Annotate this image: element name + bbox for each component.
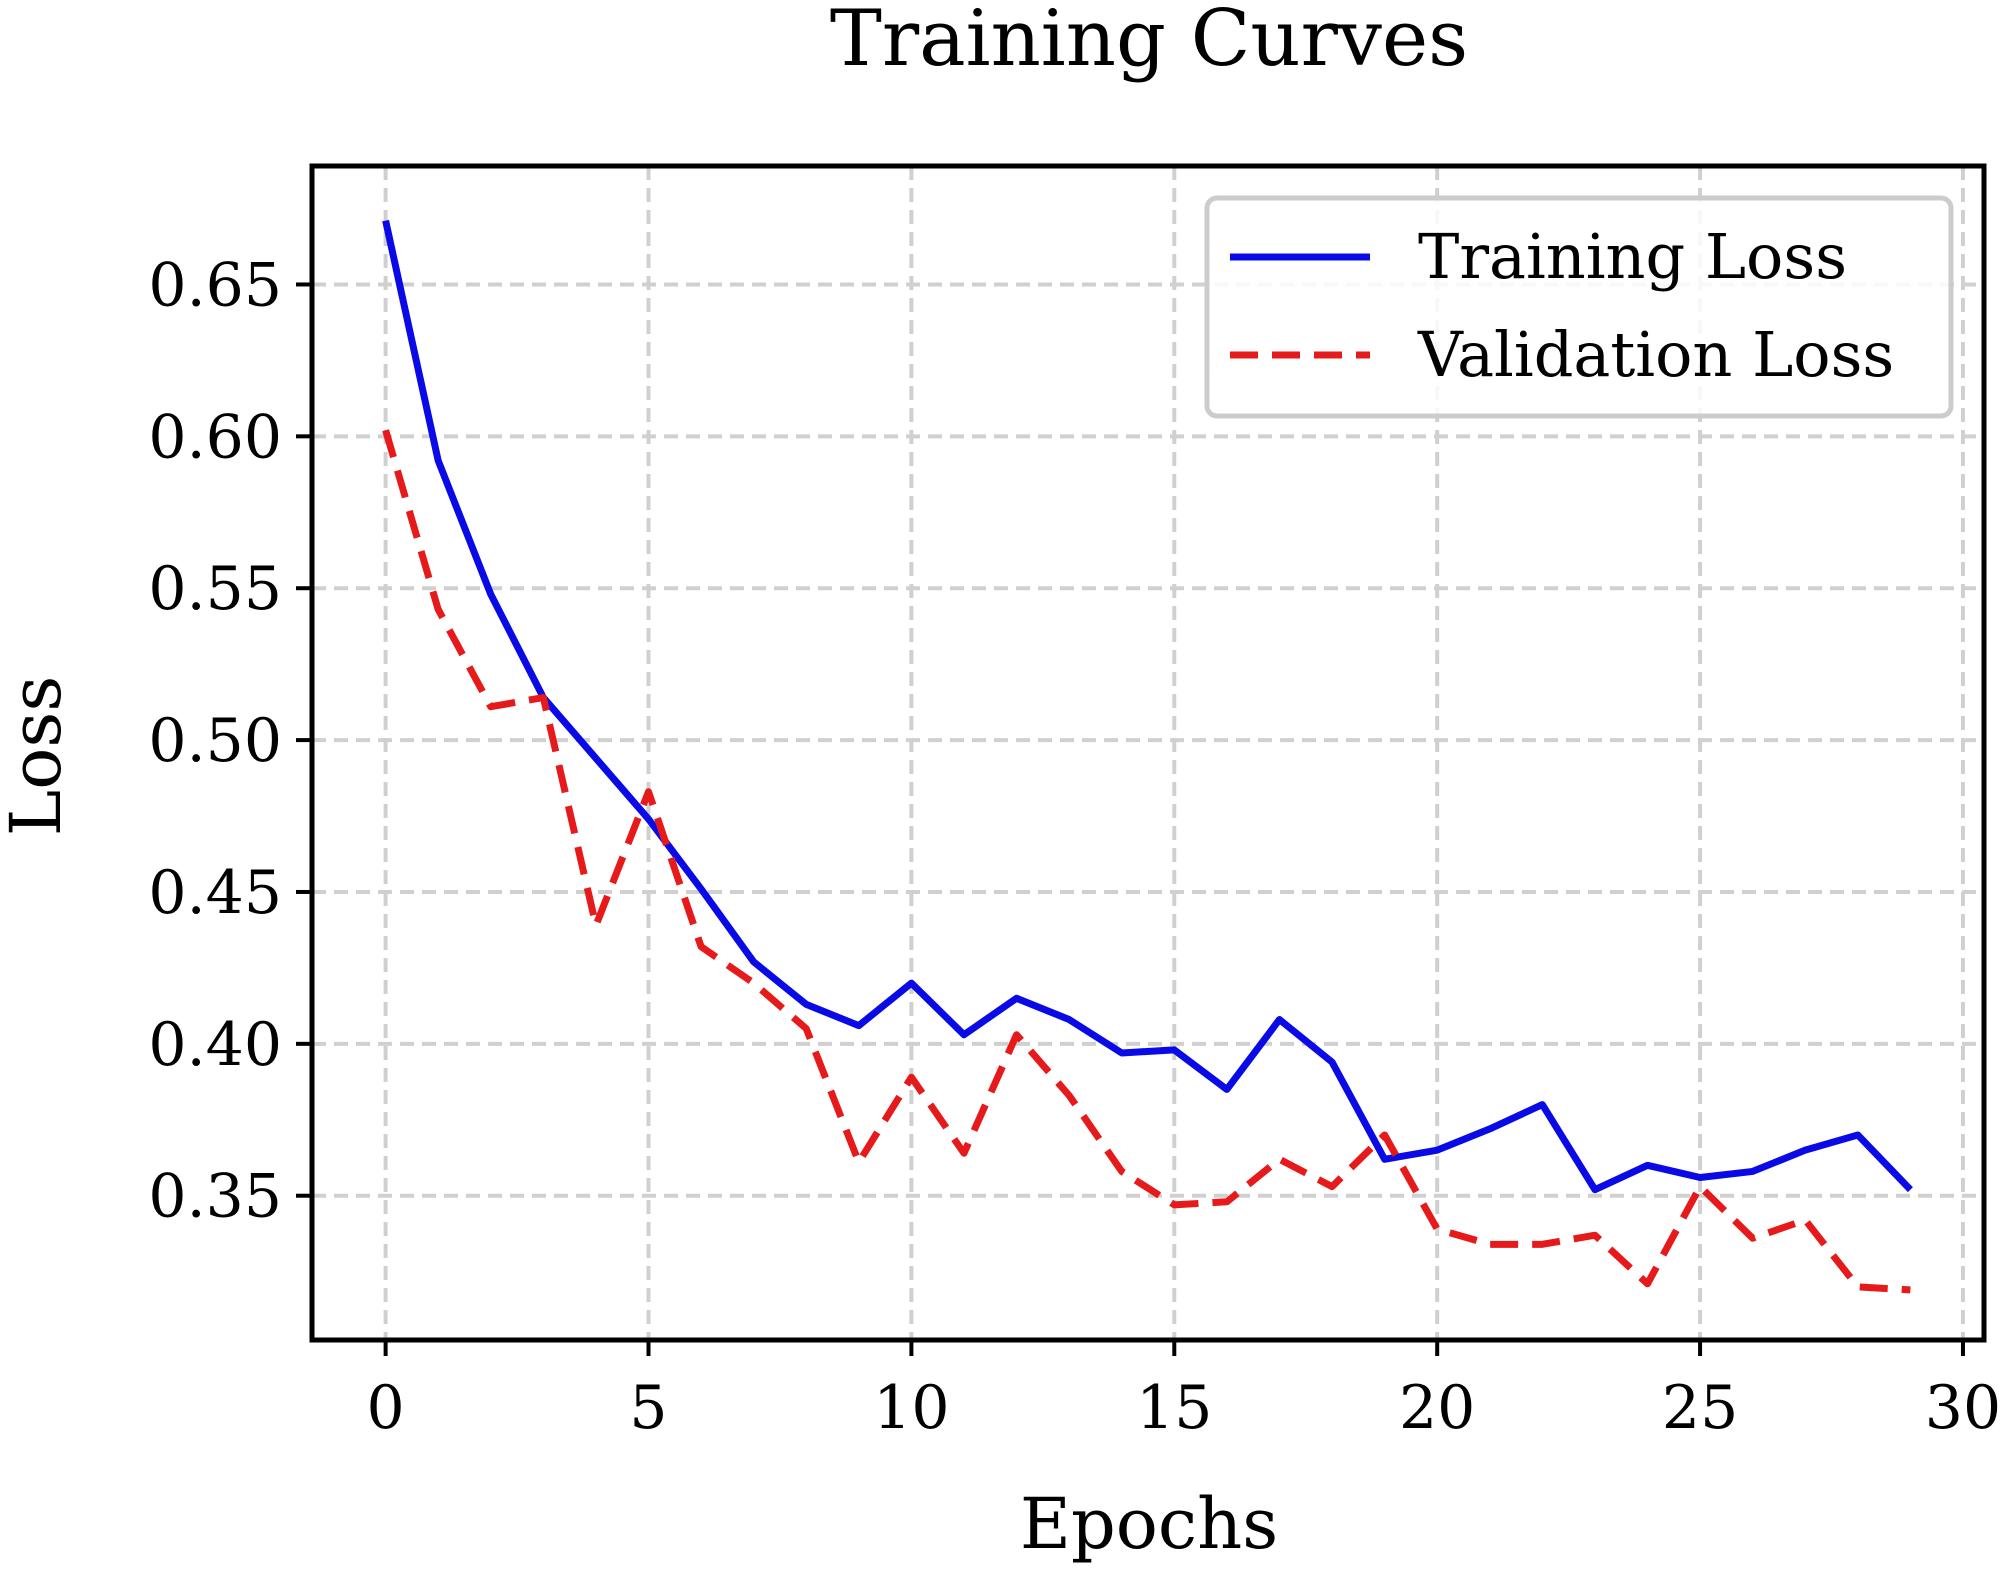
data-point-validation-loss <box>1224 1199 1230 1205</box>
grid <box>312 166 1984 1340</box>
legend-label-validation-loss: Validation Loss <box>1417 318 1894 391</box>
data-point-validation-loss <box>1329 1184 1335 1190</box>
data-point-validation-loss <box>1171 1202 1177 1208</box>
data-point-validation-loss <box>856 1159 862 1165</box>
data-point-training-loss <box>1802 1147 1808 1153</box>
data-point-training-loss <box>1907 1187 1913 1193</box>
y-tick-label: 0.35 <box>148 1162 282 1232</box>
data-point-training-loss <box>803 1001 809 1007</box>
legend-label-training-loss: Training Loss <box>1418 220 1847 293</box>
y-tick-label: 0.55 <box>148 554 282 624</box>
data-point-validation-loss <box>593 922 599 928</box>
series-line-validation-loss <box>382 429 1911 1294</box>
data-point-training-loss <box>1382 1156 1388 1162</box>
data-point-validation-loss <box>435 606 441 612</box>
data-point-validation-loss <box>1539 1241 1545 1247</box>
data-point-training-loss <box>961 1032 967 1038</box>
series-line-training-loss <box>382 219 1913 1194</box>
data-point-validation-loss <box>1119 1168 1125 1174</box>
data-point-validation-loss <box>1592 1232 1598 1238</box>
data-point-validation-loss <box>488 704 494 710</box>
data-point-training-loss <box>751 959 757 965</box>
data-point-validation-loss <box>803 1026 809 1032</box>
data-point-validation-loss <box>1382 1132 1388 1138</box>
data-point-validation-loss <box>540 695 546 701</box>
data-point-validation-loss <box>1014 1032 1020 1038</box>
y-axis: 0.35 0.40 0.45 0.50 0.55 0.60 0.65 <box>148 250 312 1232</box>
data-point-validation-loss <box>1487 1241 1493 1247</box>
y-tick-label: 0.45 <box>148 858 282 928</box>
legend-box <box>1204 195 1954 419</box>
data-point-training-loss <box>1750 1168 1756 1174</box>
data-point-training-loss <box>1171 1047 1177 1053</box>
y-tick-label: 0.50 <box>148 706 282 776</box>
data-point-validation-loss <box>1750 1235 1756 1241</box>
data-point-validation-loss <box>383 427 389 433</box>
data-point-training-loss <box>1644 1162 1650 1168</box>
chart-title: Training Curves <box>830 0 1468 84</box>
data-point-training-loss <box>435 458 441 464</box>
data-point-validation-loss <box>1434 1226 1440 1232</box>
data-point-validation-loss <box>1855 1284 1861 1290</box>
x-tick-label: 30 <box>1925 1373 2000 1443</box>
x-tick-label: 15 <box>1136 1373 1212 1443</box>
data-point-training-loss <box>1329 1059 1335 1065</box>
data-point-validation-loss <box>1697 1184 1703 1190</box>
data-point-training-loss <box>383 218 389 224</box>
data-point-validation-loss <box>1802 1217 1808 1223</box>
data-point-training-loss <box>698 886 704 892</box>
data-point-training-loss <box>1697 1174 1703 1180</box>
plot-frame <box>309 163 1987 1343</box>
y-tick-label: 0.65 <box>148 250 282 320</box>
x-axis: 0 5 10 15 20 25 30 <box>367 1340 2000 1443</box>
data-point-validation-loss <box>646 789 652 795</box>
legend: Training Loss Validation Loss <box>1204 195 1954 419</box>
data-point-training-loss <box>1066 1017 1072 1023</box>
y-axis-label: Loss <box>0 676 77 836</box>
data-point-validation-loss <box>908 1074 914 1080</box>
data-point-training-loss <box>1014 995 1020 1001</box>
data-point-training-loss <box>1855 1132 1861 1138</box>
data-point-validation-loss <box>1276 1156 1282 1162</box>
data-point-training-loss <box>646 816 652 822</box>
data-point-training-loss <box>1592 1187 1598 1193</box>
data-point-training-loss <box>908 980 914 986</box>
data-point-validation-loss <box>1907 1287 1913 1293</box>
x-tick-label: 5 <box>629 1373 667 1443</box>
data-point-validation-loss <box>1066 1092 1072 1098</box>
x-tick-label: 25 <box>1662 1373 1738 1443</box>
data-point-training-loss <box>1539 1102 1545 1108</box>
data-point-training-loss <box>593 755 599 761</box>
data-point-training-loss <box>1119 1050 1125 1056</box>
y-tick-label: 0.40 <box>148 1010 282 1080</box>
data-point-training-loss <box>1276 1017 1282 1023</box>
x-tick-label: 10 <box>873 1373 949 1443</box>
data-point-validation-loss <box>751 980 757 986</box>
data-point-validation-loss <box>961 1150 967 1156</box>
x-axis-label: Epochs <box>1020 1483 1278 1565</box>
data-point-validation-loss <box>1644 1281 1650 1287</box>
y-tick-label: 0.60 <box>148 402 282 472</box>
x-tick-label: 20 <box>1399 1373 1475 1443</box>
series-layer <box>382 218 1913 1294</box>
x-tick-label: 0 <box>367 1373 405 1443</box>
data-point-training-loss <box>488 591 494 597</box>
data-point-training-loss <box>856 1023 862 1029</box>
data-point-training-loss <box>1487 1126 1493 1132</box>
data-point-training-loss <box>1434 1147 1440 1153</box>
data-point-training-loss <box>1224 1086 1230 1092</box>
data-point-validation-loss <box>698 944 704 950</box>
